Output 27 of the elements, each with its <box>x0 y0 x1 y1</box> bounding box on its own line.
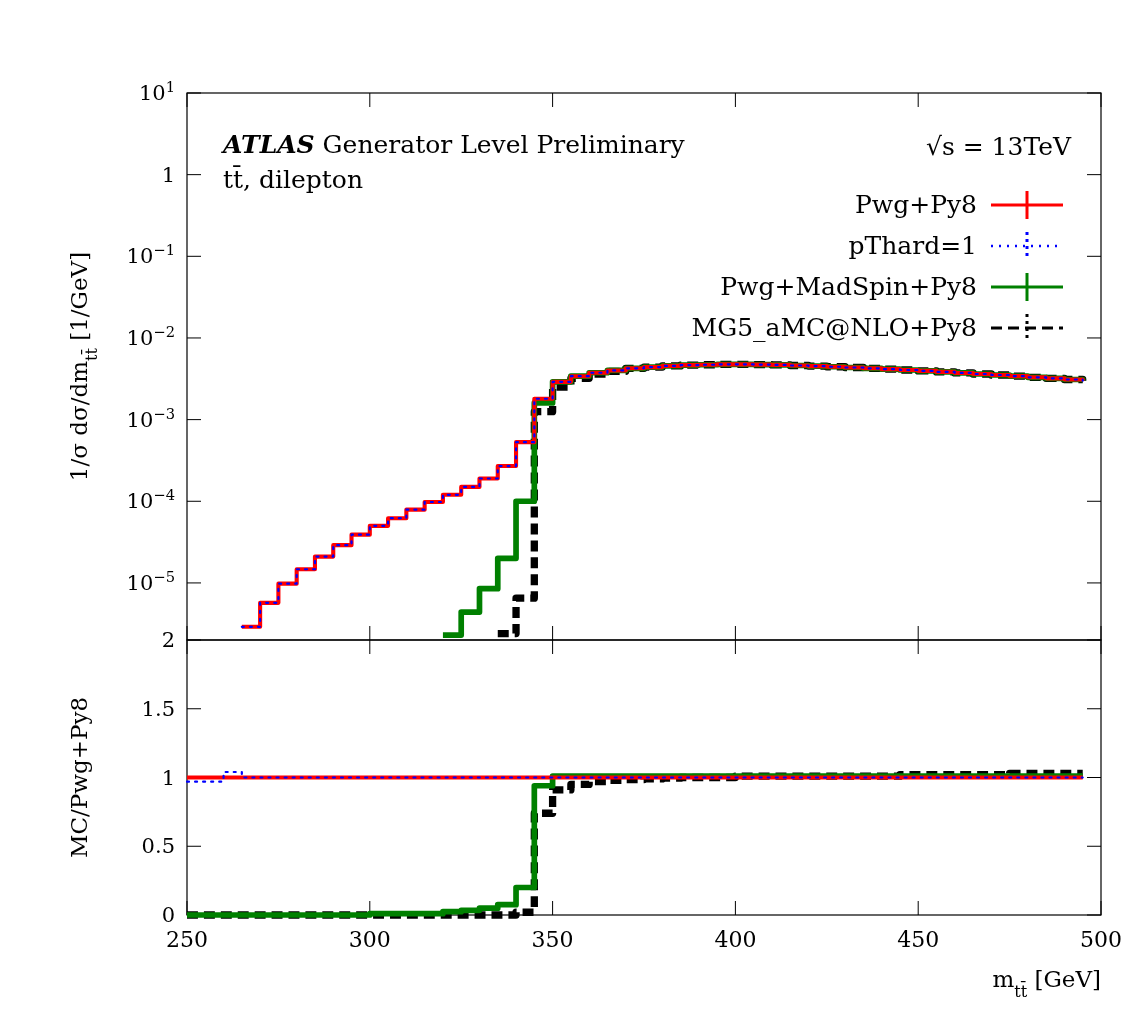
y-axis-title: MC/Pwg+Py8 <box>66 696 92 859</box>
annotation: tt̄, dilepton <box>223 164 363 194</box>
x-tick-label: 400 <box>714 927 757 952</box>
x-tick-label: 350 <box>531 927 574 952</box>
x-tick-label: 500 <box>1080 927 1122 952</box>
y-tick-label: 10$^{−4}$ <box>126 485 175 514</box>
y-tick-label: 0.5 <box>141 834 175 859</box>
x-axis-title: m$_{tt̄}$ [GeV] <box>992 966 1101 1001</box>
y-tick-label: 1.5 <box>141 696 175 721</box>
x-tick-label: 300 <box>348 927 391 952</box>
y-tick-label: 2 <box>161 628 175 652</box>
x-tick-label: 450 <box>897 927 940 952</box>
y-tick-label: 1 <box>161 765 175 790</box>
legend-label: pThard=1 <box>848 231 977 260</box>
y-tick-label: 10$^{−3}$ <box>126 404 175 432</box>
x-tick-label: 250 <box>166 927 208 952</box>
legend-label: MG5_aMC@NLO+Py8 <box>691 313 977 342</box>
legend-label: Pwg+Py8 <box>854 190 977 219</box>
annotation: √s = 13TeV <box>926 132 1072 161</box>
y-tick-label: 10$^{−2}$ <box>126 322 175 350</box>
y-tick-label: 0 <box>161 903 175 927</box>
y-tick-label: 1 <box>161 162 175 187</box>
y-tick-label: 10$^{−5}$ <box>126 567 175 595</box>
legend-label: Pwg+MadSpin+Py8 <box>720 272 977 301</box>
annotation: ATLAS Generator Level Preliminary <box>221 130 686 159</box>
y-tick-label: 10$^{1}$ <box>138 77 175 105</box>
y-tick-label: 10$^{−1}$ <box>126 240 175 269</box>
